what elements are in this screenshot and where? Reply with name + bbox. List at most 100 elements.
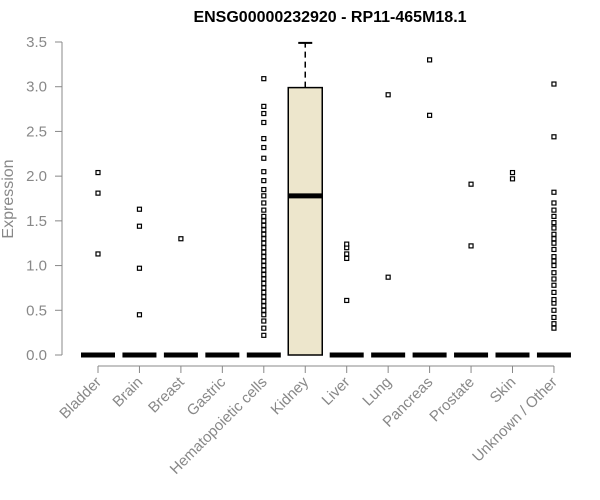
y-tick-label: 0.0 bbox=[26, 347, 47, 364]
outlier-point bbox=[261, 178, 267, 184]
box-body bbox=[287, 86, 323, 356]
outlier-point bbox=[427, 112, 433, 118]
y-tick-label: 3.0 bbox=[26, 79, 47, 96]
box-kidney bbox=[287, 41, 323, 356]
outlier-point bbox=[261, 285, 267, 291]
y-axis-label: Expression bbox=[0, 159, 17, 238]
outlier-point bbox=[261, 245, 267, 251]
outlier-point bbox=[261, 144, 267, 151]
outlier-point bbox=[261, 207, 267, 213]
x-tick-label: Prostate bbox=[426, 374, 478, 426]
outlier-point bbox=[95, 251, 101, 257]
outlier-point bbox=[551, 270, 557, 276]
outlier-point bbox=[261, 298, 267, 304]
outlier-point bbox=[261, 303, 267, 309]
outlier-point bbox=[385, 274, 391, 280]
outlier-point bbox=[468, 181, 474, 187]
x-tick-label: Kidney bbox=[268, 373, 313, 418]
outlier-point bbox=[261, 119, 267, 126]
outlier-point bbox=[551, 276, 557, 282]
outlier-point bbox=[261, 307, 267, 313]
outlier-point bbox=[551, 296, 557, 303]
y-tick-label: 2.5 bbox=[26, 123, 47, 140]
outlier-point bbox=[551, 262, 557, 269]
outlier-point bbox=[551, 254, 557, 260]
outlier-point bbox=[551, 207, 557, 213]
outlier-point bbox=[551, 314, 557, 321]
outlier-point bbox=[261, 280, 267, 287]
outlier-point bbox=[551, 231, 557, 237]
x-tick-label: Brain bbox=[109, 374, 146, 411]
outlier-point bbox=[261, 262, 267, 269]
outlier-point bbox=[95, 190, 101, 196]
outlier-point bbox=[551, 246, 557, 253]
outlier-point bbox=[344, 255, 350, 262]
outlier-point bbox=[261, 200, 267, 206]
outlier-point bbox=[261, 249, 267, 255]
outlier-point bbox=[468, 243, 474, 249]
x-tick-label: Skin bbox=[487, 374, 520, 407]
outlier-point bbox=[136, 312, 143, 318]
outlier-point bbox=[551, 200, 557, 206]
outlier-point bbox=[261, 227, 267, 233]
outlier-point bbox=[261, 193, 267, 199]
outlier-point bbox=[178, 236, 184, 242]
outlier-point bbox=[95, 169, 101, 176]
outlier-point bbox=[261, 110, 267, 117]
outlier-point bbox=[261, 231, 267, 237]
outlier-point bbox=[261, 258, 267, 264]
outlier-point bbox=[261, 186, 267, 193]
chart-title: ENSG00000232920 - RP11-465M18.1 bbox=[193, 9, 466, 26]
outlier-point bbox=[551, 289, 557, 295]
outlier-point bbox=[261, 325, 267, 331]
outlier-point bbox=[344, 297, 350, 304]
outlier-point bbox=[261, 213, 267, 219]
outlier-point bbox=[551, 258, 557, 264]
outlier-point bbox=[261, 289, 267, 295]
outlier-point bbox=[136, 206, 143, 212]
y-tick-label: 1.5 bbox=[26, 213, 47, 230]
outlier-point bbox=[261, 103, 267, 109]
outlier-point bbox=[261, 312, 267, 318]
y-tick-label: 0.5 bbox=[26, 302, 47, 319]
outlier-point bbox=[136, 265, 143, 271]
outlier-point bbox=[551, 213, 557, 219]
outlier-point bbox=[261, 76, 267, 82]
x-tick-label: Bladder bbox=[56, 374, 105, 423]
outlier-point bbox=[509, 169, 516, 176]
outlier-point bbox=[551, 240, 557, 246]
outlier-point bbox=[261, 169, 267, 175]
outlier-point bbox=[261, 222, 267, 228]
outlier-point bbox=[261, 318, 267, 324]
outlier-point bbox=[509, 176, 516, 182]
outlier-point bbox=[551, 225, 557, 231]
box-series bbox=[81, 41, 571, 358]
x-tick-label: Liver bbox=[319, 374, 354, 409]
outlier-point bbox=[344, 241, 350, 247]
outlier-point bbox=[385, 92, 391, 98]
outlier-point bbox=[551, 321, 557, 327]
outlier-point bbox=[261, 254, 267, 260]
outlier-point bbox=[261, 332, 267, 338]
outlier-point bbox=[551, 236, 557, 242]
outlier-point bbox=[344, 251, 350, 257]
outlier-point bbox=[261, 135, 267, 142]
outlier-point bbox=[261, 267, 267, 273]
outlier-points bbox=[95, 57, 557, 338]
y-axis: 0.0 0.5 1.0 1.5 2.0 2.5 3.0 3.5 bbox=[26, 34, 63, 364]
outlier-point bbox=[551, 307, 557, 313]
outlier-point bbox=[261, 271, 267, 278]
outlier-point bbox=[551, 81, 557, 87]
outlier-point bbox=[261, 236, 267, 242]
outlier-point bbox=[551, 134, 557, 140]
outlier-point bbox=[551, 325, 557, 331]
outlier-point bbox=[261, 240, 267, 246]
outlier-point bbox=[261, 276, 267, 282]
y-tick-label: 2.0 bbox=[26, 168, 47, 185]
y-tick-label: 1.0 bbox=[26, 258, 47, 275]
y-tick-label: 3.5 bbox=[26, 34, 47, 51]
outlier-point bbox=[551, 282, 557, 288]
outlier-point bbox=[427, 57, 433, 63]
